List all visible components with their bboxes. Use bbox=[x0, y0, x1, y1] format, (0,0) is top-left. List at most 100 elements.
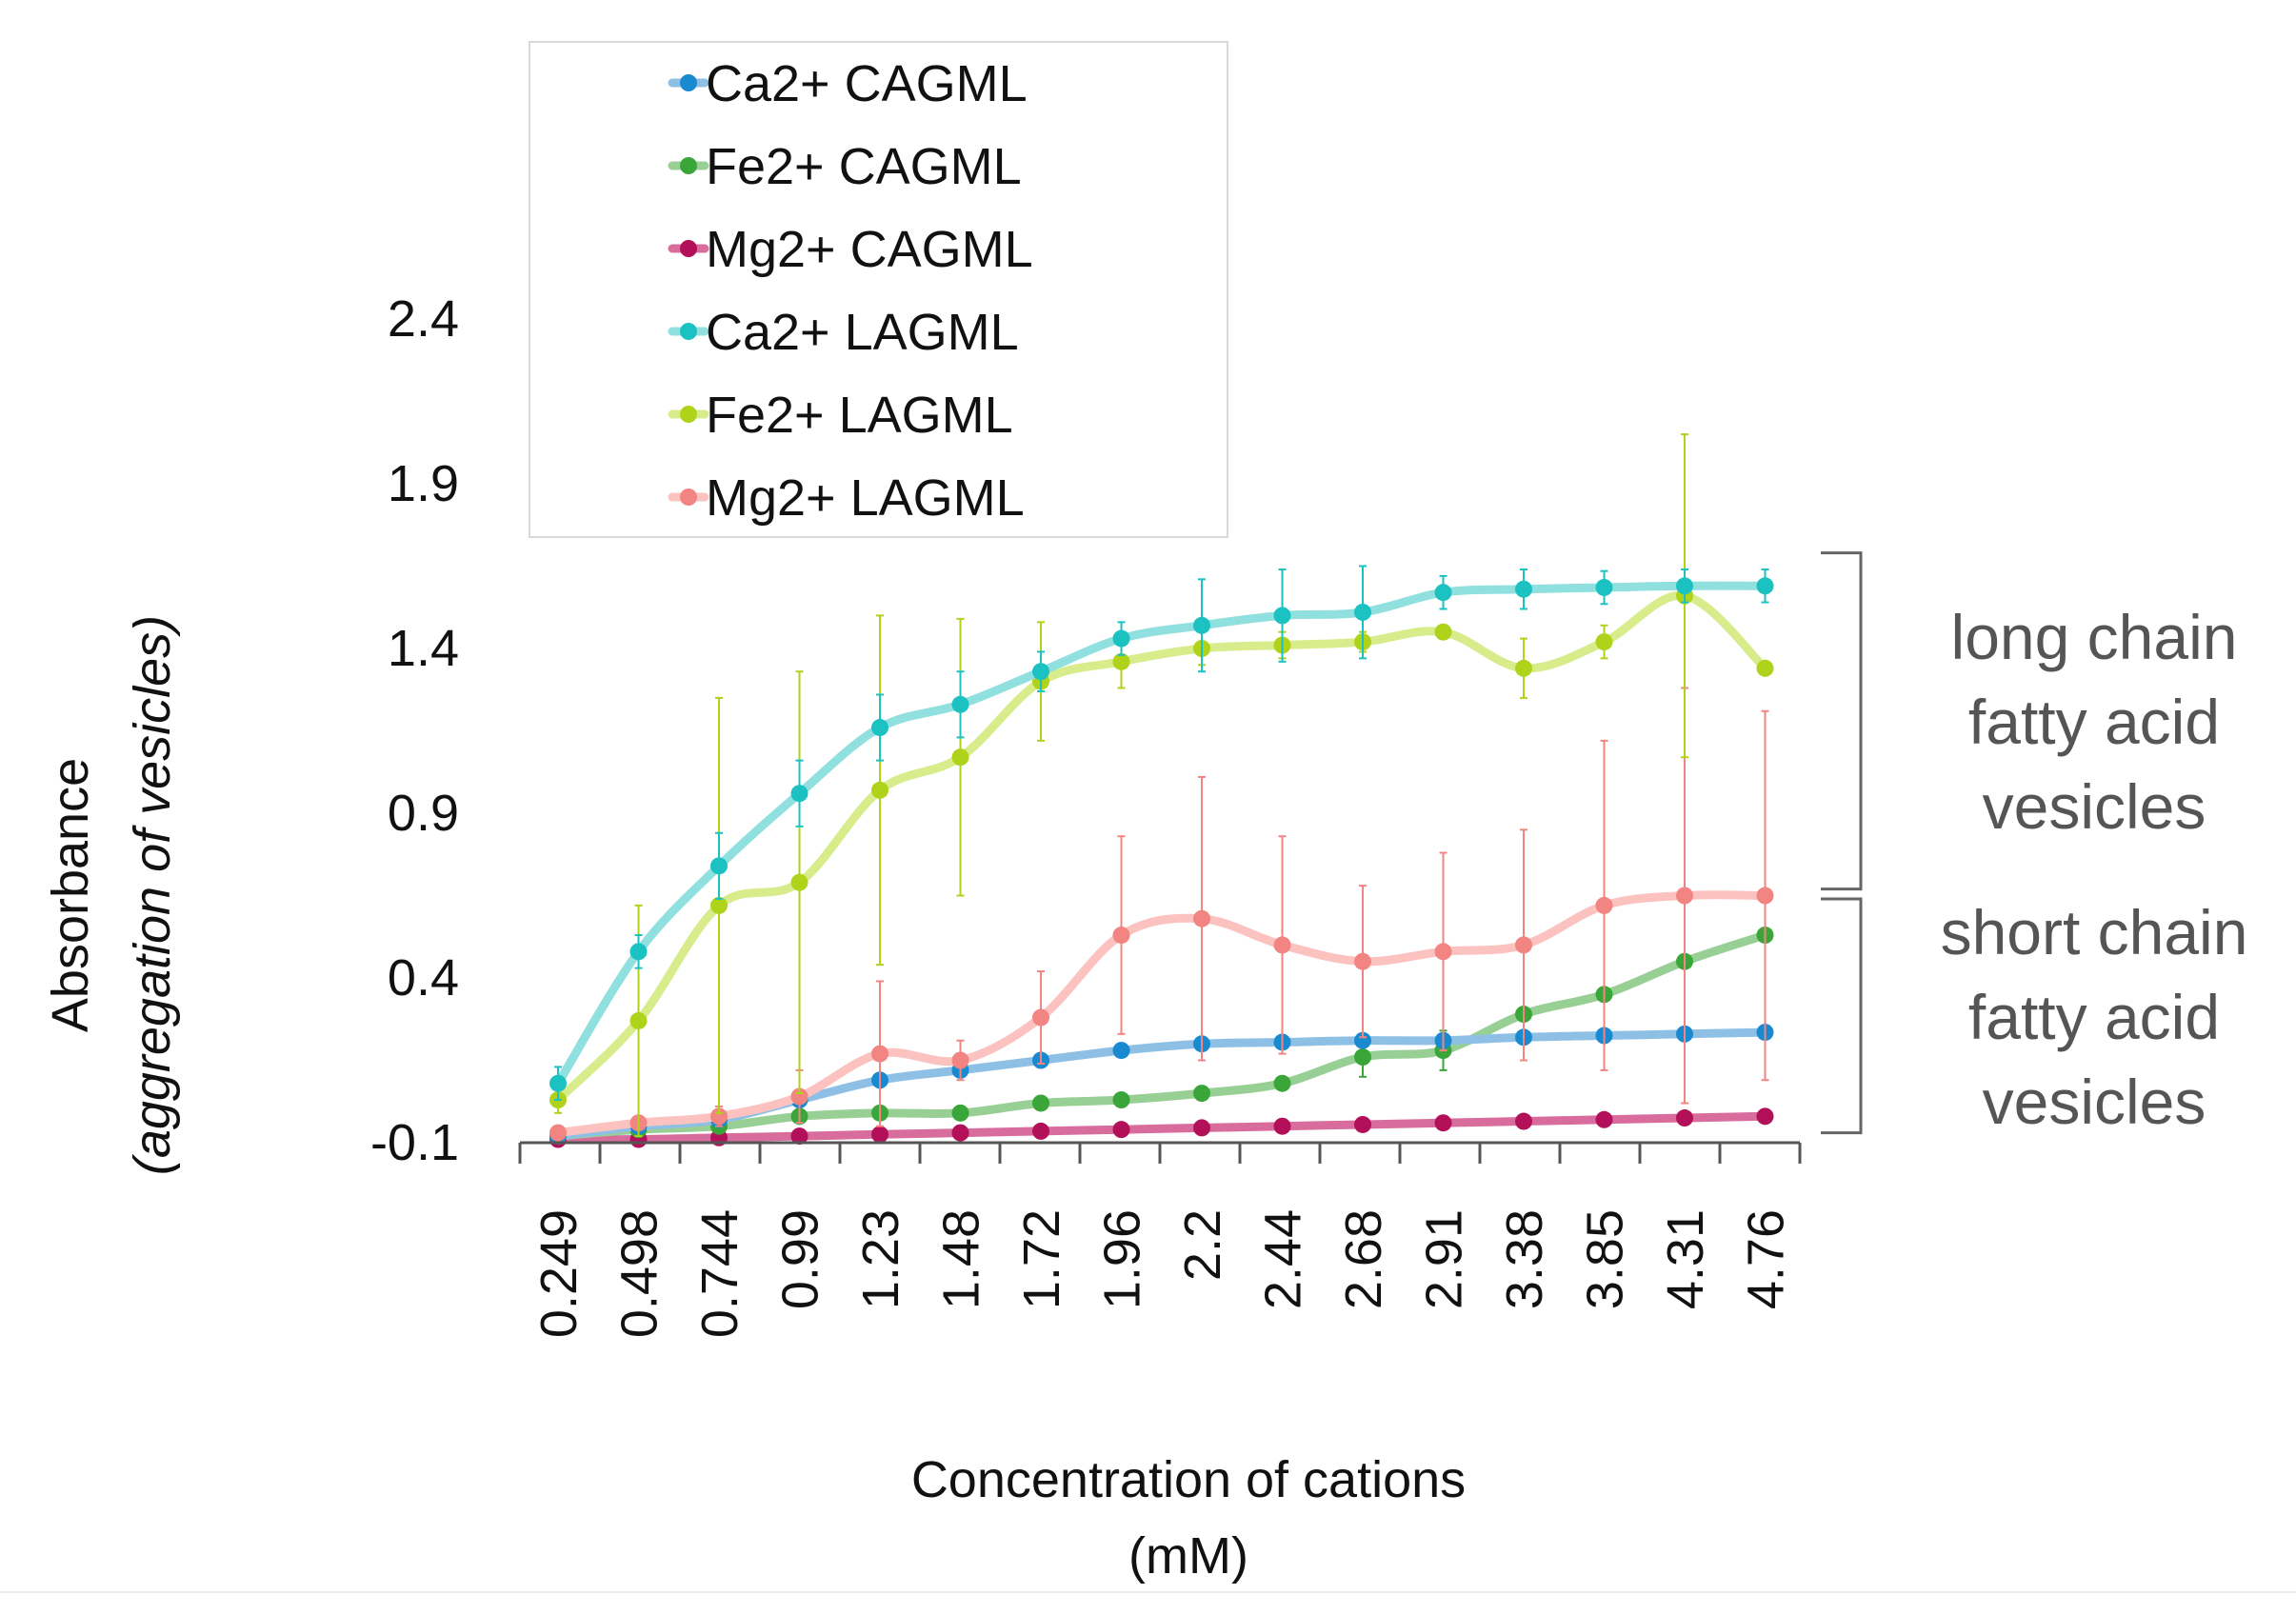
annotation-label: short chain bbox=[1941, 897, 2248, 967]
x-tick-label: 1.96 bbox=[1094, 1209, 1151, 1309]
x-tick-label: 0.249 bbox=[530, 1209, 588, 1338]
legend: Ca2+ CAGML Fe2+ CAGML Mg2+ CAGML Ca2+ LAGML… bbox=[529, 41, 1228, 538]
data-point bbox=[1354, 1048, 1371, 1067]
data-point bbox=[1676, 1109, 1693, 1127]
data-point bbox=[1273, 607, 1291, 625]
data-point bbox=[1112, 1042, 1130, 1060]
x-axis-title-line2: (mM) bbox=[1128, 1527, 1248, 1585]
short-chain-annotation: short chain fatty acid vesicles bbox=[1821, 897, 2247, 1137]
x-tick-label: 2.68 bbox=[1335, 1209, 1392, 1309]
legend-label: Ca2+ CAGML bbox=[706, 55, 1028, 112]
data-point bbox=[951, 748, 969, 767]
y-axis-title-line1: Absorbance bbox=[42, 758, 99, 1032]
series-layer bbox=[549, 433, 1774, 1148]
x-axis-title-line1: Concentration of cations bbox=[911, 1451, 1466, 1508]
x-tick-label: 0.99 bbox=[772, 1209, 829, 1309]
data-point bbox=[1434, 1114, 1452, 1132]
legend-marker bbox=[680, 323, 697, 340]
y-axis: -0.1 0.4 0.9 1.4 1.9 2.4 bbox=[370, 290, 459, 1171]
legend-marker bbox=[680, 240, 697, 257]
data-point bbox=[790, 1087, 809, 1106]
legend-item: Ca2+ CAGML bbox=[668, 55, 1028, 112]
data-point bbox=[1354, 603, 1371, 621]
data-point bbox=[1756, 887, 1774, 905]
data-point bbox=[1354, 1115, 1371, 1133]
data-point bbox=[871, 781, 888, 799]
x-tick-label: 3.38 bbox=[1496, 1209, 1553, 1309]
data-point bbox=[790, 1127, 809, 1146]
data-point bbox=[1595, 578, 1613, 596]
legend-item: Mg2+ CAGML bbox=[668, 221, 1033, 278]
data-point bbox=[1112, 1121, 1130, 1139]
y-tick-label: -0.1 bbox=[370, 1114, 459, 1171]
series-line-ca2-lagml bbox=[553, 581, 1769, 1088]
legend-marker bbox=[680, 488, 697, 506]
x-tick-label: 2.44 bbox=[1255, 1209, 1312, 1309]
data-point bbox=[871, 719, 888, 737]
data-point bbox=[871, 1045, 888, 1063]
data-point bbox=[1193, 909, 1210, 927]
data-point bbox=[1112, 927, 1130, 945]
data-point bbox=[1112, 652, 1130, 670]
x-tick-label: 2.91 bbox=[1416, 1209, 1473, 1309]
data-point bbox=[1112, 629, 1130, 648]
data-point bbox=[549, 1074, 567, 1092]
x-tick-labels: 0.249 0.498 0.744 0.99 1.23 1.48 1.72 1.96 2.2 2.… bbox=[530, 1209, 1795, 1338]
x-tick-label: 4.76 bbox=[1738, 1209, 1795, 1309]
y-tick-label: 1.4 bbox=[388, 620, 459, 677]
x-axis bbox=[518, 1141, 1802, 1164]
legend-marker bbox=[680, 157, 697, 174]
data-point bbox=[1676, 577, 1693, 595]
data-point bbox=[549, 1124, 567, 1142]
legend-items: Ca2+ CAGML Fe2+ CAGML Mg2+ CAGML Ca2+ LAGML… bbox=[668, 55, 1033, 527]
x-tick-label: 1.72 bbox=[1013, 1209, 1070, 1309]
y-tick-label: 1.9 bbox=[388, 455, 459, 512]
x-tick-label: 2.2 bbox=[1174, 1209, 1231, 1281]
data-point bbox=[1515, 936, 1532, 954]
legend-marker bbox=[680, 406, 697, 423]
data-point bbox=[1434, 584, 1452, 602]
annotation-label: vesicles bbox=[1983, 1067, 2206, 1137]
data-point bbox=[1193, 1119, 1210, 1137]
data-point bbox=[710, 857, 728, 875]
data-point bbox=[1032, 663, 1049, 681]
x-tick-label: 1.48 bbox=[933, 1209, 990, 1309]
data-point bbox=[710, 1107, 728, 1126]
legend-item: Ca2+ LAGML bbox=[668, 304, 1019, 361]
group-annotations: long chain fatty acid vesicles short chain f… bbox=[1821, 551, 2247, 1137]
data-point bbox=[951, 1104, 969, 1122]
legend-item: Fe2+ CAGML bbox=[668, 138, 1022, 195]
annotation-label: vesicles bbox=[1983, 771, 2206, 842]
data-point bbox=[1193, 1085, 1210, 1103]
series-line-mg2-cagml bbox=[553, 1111, 1769, 1145]
series-line-mg2-lagml bbox=[553, 890, 1769, 1138]
data-point bbox=[1756, 577, 1774, 595]
legend-item: Mg2+ LAGML bbox=[668, 469, 1025, 527]
data-point bbox=[710, 896, 728, 914]
data-point bbox=[1515, 580, 1532, 598]
x-axis-title: Concentration of cations (mM) bbox=[911, 1451, 1466, 1585]
data-point bbox=[1595, 633, 1613, 651]
annotation-label: fatty acid bbox=[1968, 982, 2220, 1052]
data-point bbox=[1756, 1107, 1774, 1126]
legend-marker bbox=[680, 74, 697, 91]
data-point bbox=[1032, 1094, 1049, 1112]
data-point bbox=[1032, 1008, 1049, 1027]
data-point bbox=[951, 1051, 969, 1069]
legend-item: Fe2+ LAGML bbox=[668, 387, 1013, 444]
x-tick-label: 0.744 bbox=[691, 1209, 749, 1338]
data-point bbox=[629, 1011, 648, 1029]
legend-label: Fe2+ LAGML bbox=[706, 387, 1013, 444]
data-point bbox=[1515, 659, 1532, 677]
y-tick-label: 0.9 bbox=[388, 785, 459, 842]
legend-box bbox=[529, 41, 1228, 538]
data-point bbox=[790, 785, 809, 803]
data-point bbox=[790, 873, 809, 891]
x-tick-label: 3.85 bbox=[1577, 1209, 1634, 1309]
data-point bbox=[1756, 659, 1774, 677]
bracket bbox=[1821, 897, 1863, 1135]
data-point bbox=[951, 1124, 969, 1142]
long-chain-annotation: long chain fatty acid vesicles bbox=[1821, 551, 2237, 891]
data-point bbox=[1434, 943, 1452, 961]
